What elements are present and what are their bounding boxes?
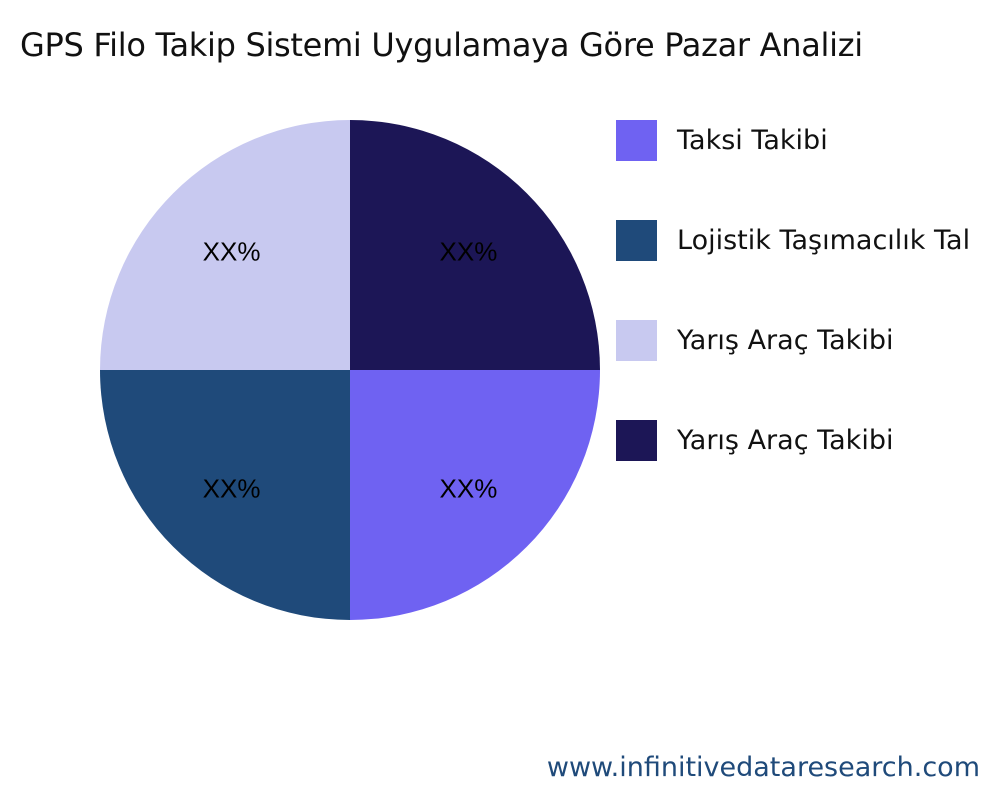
pie-slice (100, 370, 350, 620)
pie-slice (350, 120, 600, 370)
legend-item: Lojistik Taşımacılık Tal (616, 219, 1000, 261)
pie-slice (100, 120, 350, 370)
legend-item: Yarış Araç Takibi (616, 319, 1000, 361)
legend-label: Yarış Araç Takibi (677, 324, 894, 356)
legend-swatch (616, 419, 657, 461)
legend: Taksi Takibi Lojistik Taşımacılık Tal Ya… (616, 120, 1000, 520)
legend-label: Lojistik Taşımacılık Tal (677, 224, 971, 256)
pie-slice (350, 370, 600, 620)
legend-label: Yarış Araç Takibi (677, 424, 894, 456)
legend-item: Taksi Takibi (616, 120, 1000, 161)
slice-data-label: XX% (440, 473, 498, 503)
slice-data-label: XX% (203, 473, 261, 503)
slice-data-label: XX% (203, 237, 261, 267)
legend-swatch (616, 219, 657, 261)
footer-url: www.infinitivedataresearch.com (546, 752, 980, 783)
chart-title: GPS Filo Takip Sistemi Uygulamaya Göre P… (20, 26, 863, 64)
legend-item: Yarış Araç Takibi (616, 419, 1000, 461)
slice-data-label: XX% (440, 237, 498, 267)
legend-swatch (616, 319, 657, 361)
legend-label: Taksi Takibi (677, 124, 828, 156)
legend-swatch (616, 120, 657, 161)
